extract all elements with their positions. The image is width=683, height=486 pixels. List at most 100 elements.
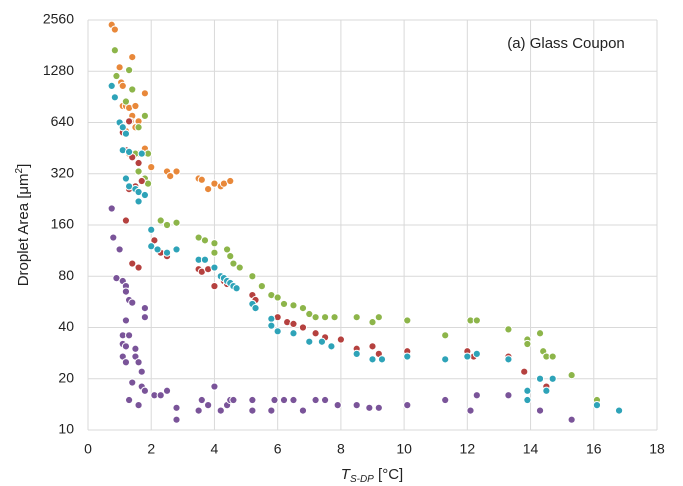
point — [353, 314, 360, 321]
point — [125, 332, 132, 339]
point — [375, 314, 382, 321]
point — [268, 322, 275, 329]
point — [154, 246, 161, 253]
point — [473, 392, 480, 399]
point — [122, 175, 129, 182]
point — [549, 375, 556, 382]
point — [312, 330, 319, 337]
point — [122, 98, 129, 105]
point — [328, 343, 335, 350]
point — [138, 150, 145, 157]
point — [135, 359, 142, 366]
point — [141, 112, 148, 119]
background — [0, 0, 683, 486]
point — [524, 396, 531, 403]
point — [148, 164, 155, 171]
point — [615, 407, 622, 414]
point — [375, 404, 382, 411]
point — [122, 317, 129, 324]
point — [217, 407, 224, 414]
point — [163, 249, 170, 256]
point — [157, 217, 164, 224]
point — [404, 353, 411, 360]
point — [125, 148, 132, 155]
point — [473, 350, 480, 357]
point — [129, 379, 136, 386]
point — [125, 396, 132, 403]
point — [236, 264, 243, 271]
point — [141, 90, 148, 97]
point — [205, 186, 212, 193]
point — [129, 299, 136, 306]
point — [312, 314, 319, 321]
point — [568, 416, 575, 423]
point — [132, 345, 139, 352]
point — [536, 375, 543, 382]
point — [271, 396, 278, 403]
point — [249, 396, 256, 403]
y-tick-label: 160 — [51, 216, 75, 232]
point — [369, 343, 376, 350]
x-tick-label: 18 — [649, 441, 665, 457]
point — [227, 177, 234, 184]
point — [111, 47, 118, 54]
point — [536, 407, 543, 414]
x-label-sub: S-DP — [350, 474, 374, 485]
point — [141, 314, 148, 321]
point — [252, 305, 259, 312]
point — [201, 256, 208, 263]
x-tick-label: 12 — [460, 441, 476, 457]
point — [593, 402, 600, 409]
point — [274, 328, 281, 335]
point — [211, 249, 218, 256]
point — [536, 330, 543, 337]
point — [135, 402, 142, 409]
point — [312, 396, 319, 403]
point — [122, 343, 129, 350]
point — [138, 177, 145, 184]
point — [211, 383, 218, 390]
point — [111, 26, 118, 33]
point — [290, 396, 297, 403]
y-label-main: Droplet Area [μm — [15, 173, 32, 286]
point — [141, 387, 148, 394]
y-tick-label: 10 — [58, 421, 74, 437]
y-tick-label: 80 — [58, 267, 74, 283]
point — [299, 305, 306, 312]
point — [111, 94, 118, 101]
point — [505, 356, 512, 363]
x-tick-label: 6 — [274, 441, 282, 457]
point — [173, 219, 180, 226]
point — [167, 172, 174, 179]
point — [258, 283, 265, 290]
point — [464, 353, 471, 360]
y-tick-label: 20 — [58, 369, 74, 385]
point — [119, 82, 126, 89]
point — [135, 168, 142, 175]
point — [404, 402, 411, 409]
point — [173, 246, 180, 253]
point — [173, 404, 180, 411]
point — [116, 64, 123, 71]
point — [163, 221, 170, 228]
x-tick-label: 4 — [211, 441, 219, 457]
point — [122, 359, 129, 366]
point — [113, 72, 120, 79]
point — [366, 404, 373, 411]
point — [473, 317, 480, 324]
point — [505, 392, 512, 399]
point — [148, 226, 155, 233]
point — [122, 288, 129, 295]
point — [233, 285, 240, 292]
point — [268, 407, 275, 414]
point — [173, 416, 180, 423]
point — [331, 314, 338, 321]
point — [205, 402, 212, 409]
point — [318, 338, 325, 345]
point — [334, 402, 341, 409]
point — [157, 392, 164, 399]
point — [299, 324, 306, 331]
point — [404, 317, 411, 324]
point — [521, 368, 528, 375]
point — [442, 356, 449, 363]
